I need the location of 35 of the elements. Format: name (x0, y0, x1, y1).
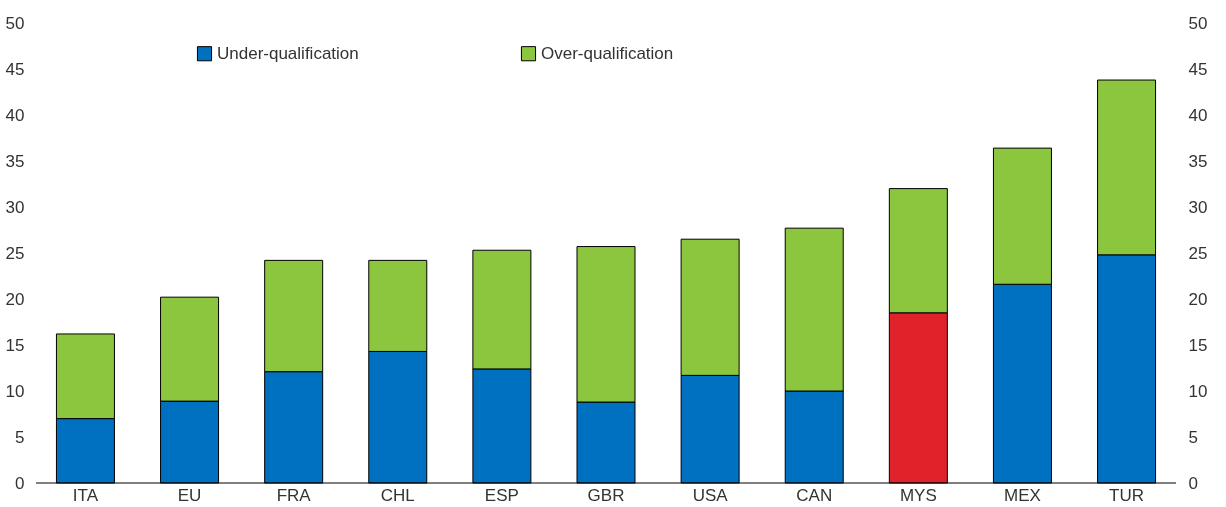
y2-tick-label: 20 (1188, 289, 1208, 309)
x-tick-label: MYS (899, 485, 937, 505)
x-tick-label: ITA (72, 485, 99, 505)
legend-label: Over-qualification (541, 43, 674, 63)
y-tick-label: 15 (5, 335, 25, 355)
y-tick-label: 20 (5, 289, 25, 309)
x-tick-label: GBR (587, 485, 625, 505)
x-tick-label: USA (692, 485, 729, 505)
y2-tick-label: 0 (1188, 473, 1198, 493)
x-tick-label: EU (177, 485, 202, 505)
y2-tick-label: 5 (1188, 427, 1198, 447)
x-tick-label: CHL (380, 485, 415, 505)
y2-tick-label: 15 (1188, 335, 1208, 355)
y-tick-label: 0 (15, 473, 25, 493)
x-tick-label: CAN (796, 485, 833, 505)
x-tick-label: TUR (1109, 485, 1145, 505)
y-tick-label: 35 (5, 151, 25, 171)
y-tick-label: 45 (5, 59, 25, 79)
x-tick-label: ESP (484, 485, 519, 505)
legend-label: Under-qualification (217, 43, 359, 63)
y-tick-label: 25 (5, 243, 25, 263)
y2-tick-label: 50 (1188, 13, 1208, 33)
y-tick-label: 10 (5, 381, 25, 401)
y2-tick-label: 40 (1188, 105, 1208, 125)
y2-tick-label: 25 (1188, 243, 1208, 263)
x-tick-label: MEX (1004, 485, 1041, 505)
x-tick-label: FRA (276, 485, 312, 505)
y2-tick-label: 35 (1188, 151, 1208, 171)
y-tick-label: 5 (15, 427, 25, 447)
y2-tick-label: 30 (1188, 197, 1208, 217)
y2-tick-label: 45 (1188, 59, 1208, 79)
y-tick-label: 50 (5, 13, 25, 33)
y-tick-label: 30 (5, 197, 25, 217)
y2-tick-label: 10 (1188, 381, 1208, 401)
y-tick-label: 40 (5, 105, 25, 125)
